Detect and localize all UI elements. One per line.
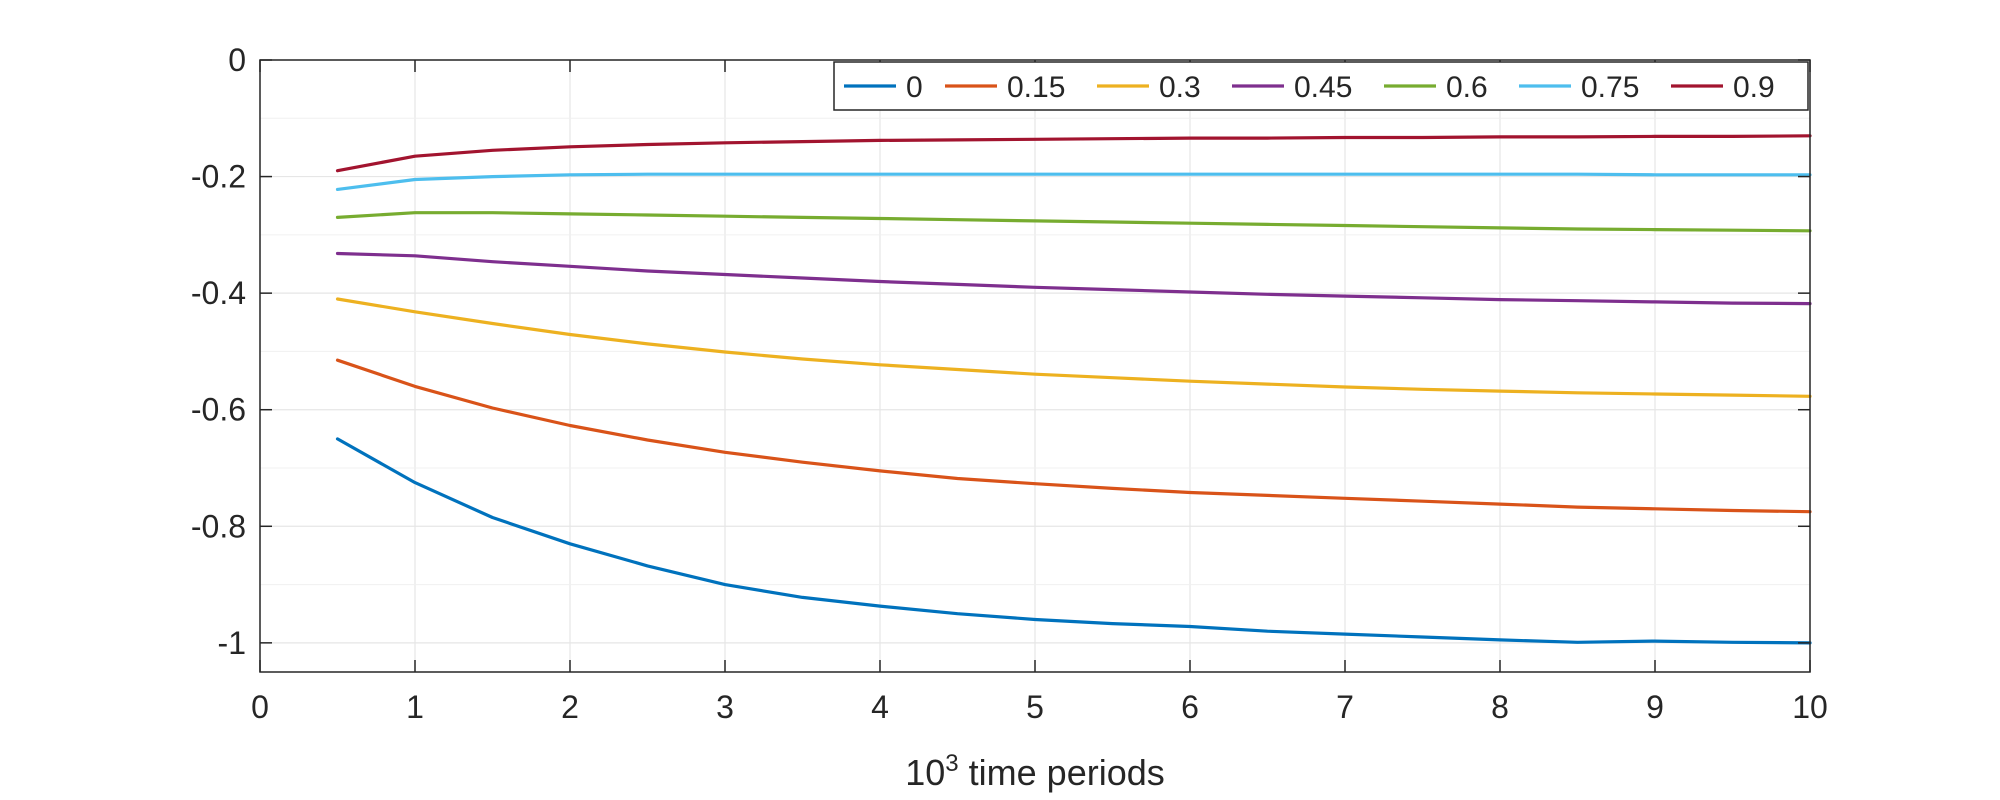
x-tick-label: 2 — [561, 689, 579, 725]
series-line-0_45 — [335, 251, 1812, 306]
series-line-0_75 — [335, 172, 1812, 191]
legend-label: 0.3 — [1159, 71, 1201, 104]
x-axis-tick-labels: 0 1 2 3 4 5 6 7 8 9 10 — [251, 689, 1828, 725]
x-tick-label: 0 — [251, 689, 269, 725]
legend-label: 0.6 — [1446, 71, 1488, 104]
series-line-0 — [335, 437, 1812, 645]
x-axis-label-base: 10 — [905, 752, 945, 793]
x-tick-label: 1 — [406, 689, 424, 725]
y-tick-label: -0.2 — [191, 159, 246, 195]
x-axis-label-rest: time periods — [959, 752, 1165, 793]
x-tick-label: 8 — [1491, 689, 1509, 725]
legend-label: 0 — [906, 71, 923, 104]
legend-label: 0.9 — [1733, 71, 1775, 104]
y-tick-label: 0 — [228, 42, 246, 78]
legend: 0 0.15 0.3 0.45 0.6 0.75 0.9 — [833, 61, 1809, 111]
x-tick-label: 6 — [1181, 689, 1199, 725]
y-tick-label: -0.4 — [191, 275, 246, 311]
x-tick-label: 7 — [1336, 689, 1354, 725]
x-tick-label: 10 — [1792, 689, 1828, 725]
x-tick-label: 4 — [871, 689, 889, 725]
y-axis-tick-labels: 0 -0.2 -0.4 -0.6 -0.8 -1 — [191, 42, 246, 661]
series-line-0_6 — [335, 211, 1812, 233]
series-line-0_3 — [335, 297, 1812, 398]
y-tick-label: -0.8 — [191, 508, 246, 544]
x-axis-label-exponent: 3 — [945, 750, 958, 777]
x-tick-label: 5 — [1026, 689, 1044, 725]
series-line-0_15 — [335, 358, 1812, 514]
x-tick-label: 3 — [716, 689, 734, 725]
y-tick-label: -1 — [218, 625, 246, 661]
legend-label: 0.45 — [1294, 71, 1352, 104]
legend-label: 0.15 — [1007, 71, 1065, 104]
series-line-0_9 — [335, 134, 1812, 173]
series-lines — [335, 134, 1812, 645]
x-tick-label: 9 — [1646, 689, 1664, 725]
y-tick-label: -0.6 — [191, 392, 246, 428]
x-axis-label: 103 time periods — [905, 750, 1165, 793]
legend-label: 0.75 — [1581, 71, 1639, 104]
